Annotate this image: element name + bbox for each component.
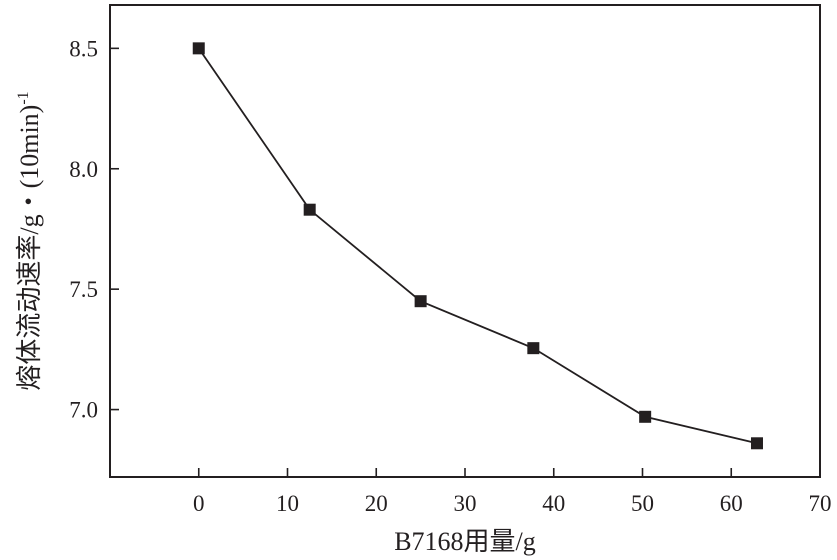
- x-tick-label: 40: [542, 491, 565, 516]
- y-tick-label: 7.0: [69, 398, 98, 423]
- data-point: [527, 342, 540, 355]
- data-point: [303, 203, 316, 216]
- data-point: [414, 295, 427, 308]
- y-axis-title: 熔体流动速率/g・(10min)-1: [15, 91, 44, 390]
- x-tick-label: 20: [365, 491, 388, 516]
- y-axis-title-superscript: -1: [15, 91, 32, 104]
- x-axis: 0 10 20 30 40 50 60 70: [193, 468, 832, 516]
- x-tick-label: 70: [809, 491, 832, 516]
- y-axis-title-main: 熔体流动速率/g・(10min): [15, 105, 44, 391]
- series-markers: [192, 42, 763, 450]
- x-axis-title: B7168用量/g: [394, 527, 536, 556]
- x-tick-label: 30: [454, 491, 477, 516]
- y-axis: 7.0 7.5 8.0 8.5: [69, 36, 119, 423]
- data-point: [750, 437, 763, 450]
- x-tick-label: 50: [631, 491, 654, 516]
- data-point: [639, 410, 652, 423]
- y-tick-label: 7.5: [69, 277, 98, 302]
- data-point: [192, 42, 205, 55]
- y-tick-label: 8.5: [69, 36, 98, 61]
- series-line: [198, 47, 758, 445]
- x-tick-label: 60: [720, 491, 743, 516]
- x-tick-label: 0: [193, 491, 205, 516]
- x-tick-label: 10: [276, 491, 299, 516]
- y-tick-label: 8.0: [69, 157, 98, 182]
- plot-frame: [109, 4, 821, 478]
